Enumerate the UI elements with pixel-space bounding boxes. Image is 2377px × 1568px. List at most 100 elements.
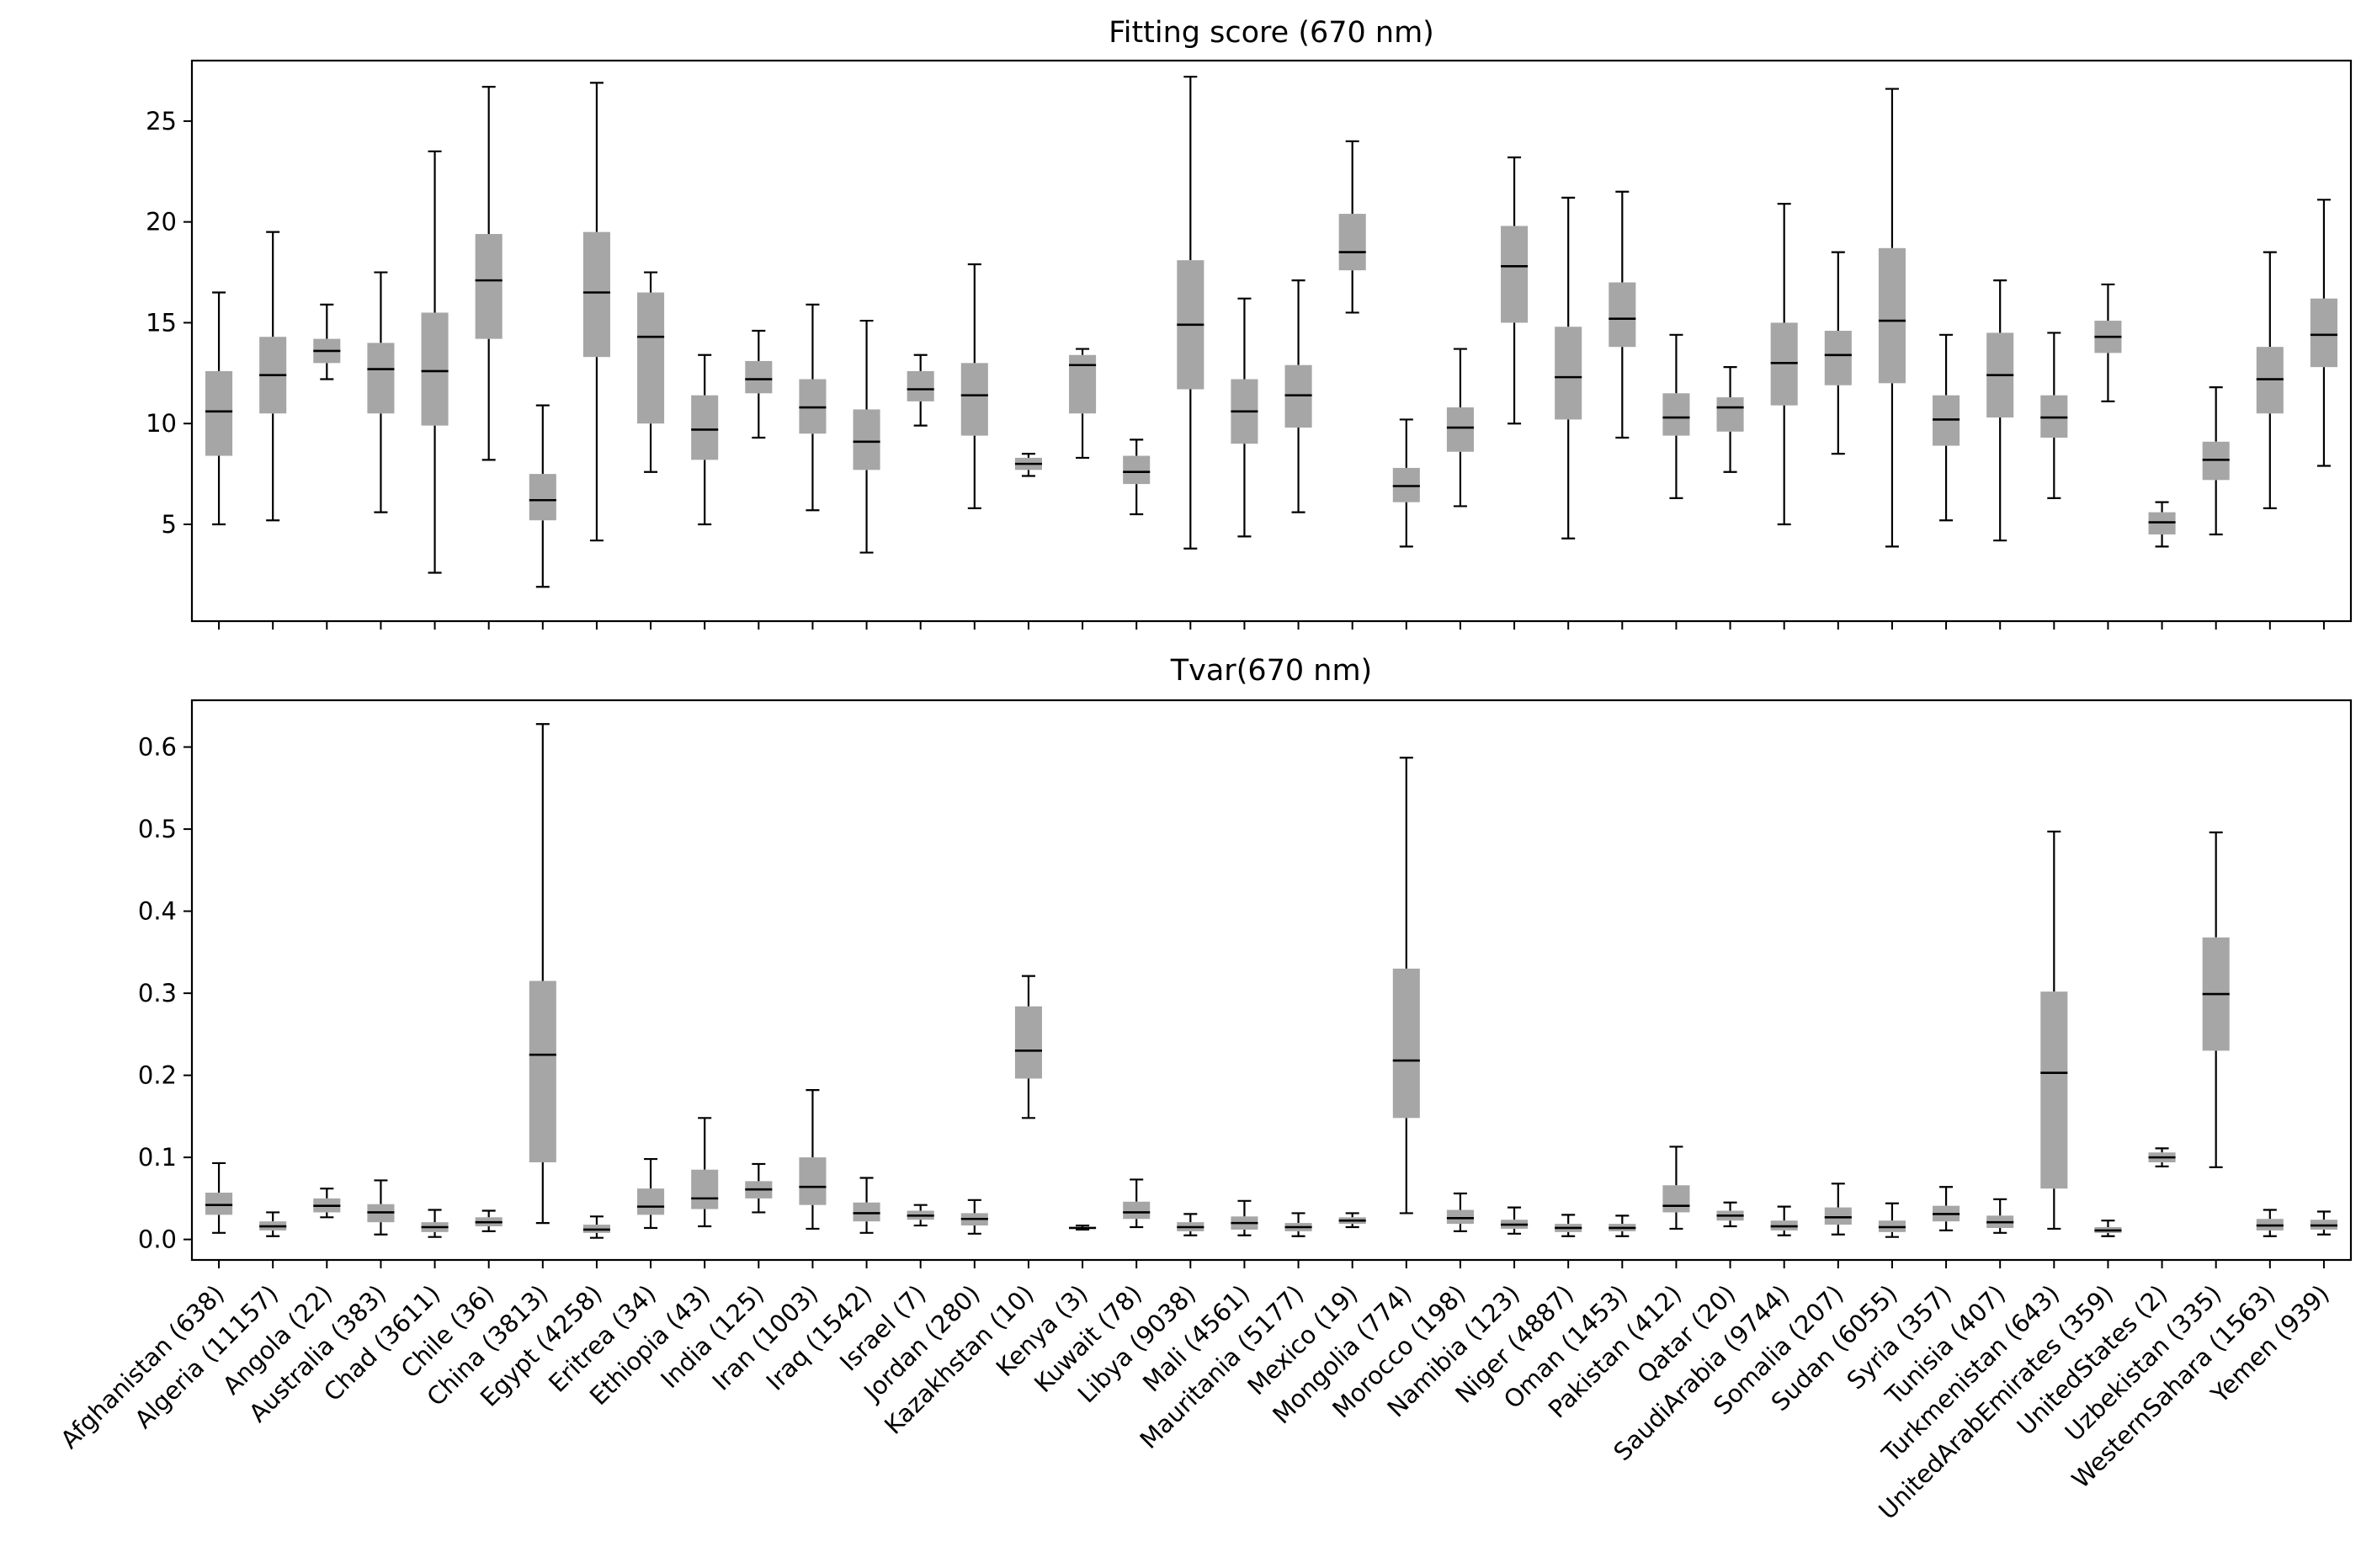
box-fitting-score-12 — [853, 319, 880, 554]
box-tvar-5 — [475, 1209, 503, 1232]
box-tvar-21 — [1338, 1212, 1366, 1229]
box-fitting-score-17 — [1123, 439, 1151, 516]
iqr-box — [205, 370, 233, 456]
y-tick-label: 5 — [162, 510, 177, 539]
box-tvar-3 — [367, 1179, 395, 1236]
box-tvar-32 — [1933, 1186, 1960, 1231]
box-tvar-10 — [745, 1162, 773, 1214]
box-tvar-19 — [1231, 1199, 1258, 1236]
box-fitting-score-4 — [421, 150, 449, 574]
iqr-box — [2040, 991, 2068, 1189]
iqr-box — [205, 1193, 233, 1215]
box-tvar-35 — [2094, 1220, 2122, 1237]
box-fitting-score-3 — [367, 271, 395, 513]
box-fitting-score-27 — [1662, 333, 1690, 499]
box-fitting-score-9 — [691, 353, 719, 526]
box-fitting-score-0 — [205, 291, 233, 526]
box-fitting-score-8 — [637, 271, 665, 473]
iqr-box — [529, 981, 556, 1162]
box-fitting-score-14 — [960, 263, 988, 509]
box-tvar-12 — [853, 1177, 880, 1234]
box-tvar-15 — [1014, 975, 1042, 1119]
iqr-box — [475, 234, 503, 339]
box-fitting-score-26 — [1609, 190, 1636, 439]
tvar-panel: Tvar(670 nm) 0.0 0.1 0.2 0.3 0.4 0.5 0.6 — [138, 654, 2353, 1268]
box-tvar-37 — [2202, 831, 2230, 1168]
iqr-box — [582, 231, 610, 358]
box-tvar-9 — [691, 1117, 719, 1228]
box-fitting-score-5 — [475, 86, 503, 461]
panel-title: Tvar(670 nm) — [1170, 654, 1372, 688]
box-fitting-score-39 — [2310, 199, 2337, 467]
box-fitting-score-37 — [2202, 386, 2230, 536]
box-tvar-11 — [799, 1089, 827, 1230]
box-fitting-score-18 — [1177, 76, 1204, 550]
y-tick-label: 0.1 — [138, 1143, 177, 1172]
box-fitting-score-16 — [1069, 348, 1097, 460]
box-tvar-27 — [1662, 1145, 1690, 1230]
y-tick-label: 20 — [146, 208, 177, 237]
iqr-box — [1824, 331, 1852, 385]
iqr-box — [1662, 393, 1690, 436]
box-tvar-30 — [1824, 1183, 1852, 1236]
box-tvar-39 — [2310, 1210, 2337, 1236]
iqr-box — [637, 1188, 665, 1215]
iqr-box — [1878, 247, 1906, 384]
box-fitting-score-11 — [799, 303, 827, 512]
y-tick-label: 15 — [146, 308, 177, 337]
box-fitting-score-32 — [1933, 333, 1960, 522]
box-tvar-23 — [1446, 1192, 1474, 1232]
y-tick-label: 0.3 — [138, 979, 177, 1007]
box-fitting-score-25 — [1555, 196, 1582, 539]
iqr-box — [907, 370, 934, 401]
y-tick-label: 0.0 — [138, 1225, 177, 1254]
box-tvar-25 — [1555, 1214, 1582, 1237]
y-tick-label: 0.4 — [138, 897, 177, 926]
box-fitting-score-1 — [259, 231, 287, 522]
iqr-box — [1662, 1185, 1690, 1213]
panel-title: Fitting score (670 nm) — [1109, 16, 1434, 50]
y-tick-label: 25 — [146, 107, 177, 136]
iqr-box — [960, 363, 988, 436]
box-fitting-score-31 — [1878, 88, 1906, 548]
box-fitting-score-2 — [313, 303, 341, 380]
x-axis-category-labels: Afghanistan (638)Algeria (11157)Angola (… — [55, 1279, 2335, 1525]
iqr-box — [1338, 214, 1366, 271]
box-tvar-33 — [1986, 1198, 2014, 1234]
iqr-box — [1446, 407, 1474, 452]
box-fitting-score-7 — [582, 82, 610, 542]
iqr-box — [1014, 1006, 1042, 1079]
box-fitting-score-24 — [1501, 156, 1529, 425]
box-tvar-14 — [960, 1199, 988, 1235]
box-fitting-score-23 — [1446, 348, 1474, 508]
box-fitting-score-10 — [745, 329, 773, 439]
y-tick-label: 0.6 — [138, 733, 177, 762]
iqr-box — [799, 1157, 827, 1205]
box-tvar-17 — [1123, 1178, 1151, 1229]
box-tvar-20 — [1284, 1212, 1312, 1237]
iqr-box — [1123, 1201, 1151, 1220]
iqr-box — [1716, 397, 1744, 432]
fitting-score-panel: Fitting score (670 nm) 5 10 15 20 25 — [146, 16, 2353, 630]
box-tvar-29 — [1770, 1205, 1798, 1236]
box-fitting-score-6 — [529, 404, 556, 588]
iqr-box — [691, 1169, 719, 1209]
box-tvar-22 — [1392, 757, 1420, 1215]
iqr-box — [853, 1202, 880, 1222]
iqr-box — [1555, 327, 1582, 420]
box-tvar-36 — [2148, 1147, 2176, 1167]
y-tick-label: 0.2 — [138, 1061, 177, 1090]
iqr-box — [1501, 226, 1529, 323]
iqr-box — [2310, 298, 2337, 368]
iqr-box — [1824, 1207, 1852, 1225]
box-tvar-26 — [1609, 1215, 1636, 1237]
box-fitting-score-30 — [1824, 251, 1852, 455]
box-fitting-score-38 — [2256, 251, 2284, 509]
box-fitting-score-34 — [2040, 332, 2068, 499]
box-tvar-6 — [529, 723, 556, 1225]
box-tvar-34 — [2040, 830, 2068, 1230]
iqr-box — [691, 395, 719, 460]
box-tvar-28 — [1716, 1201, 1744, 1228]
box-tvar-7 — [582, 1215, 610, 1239]
